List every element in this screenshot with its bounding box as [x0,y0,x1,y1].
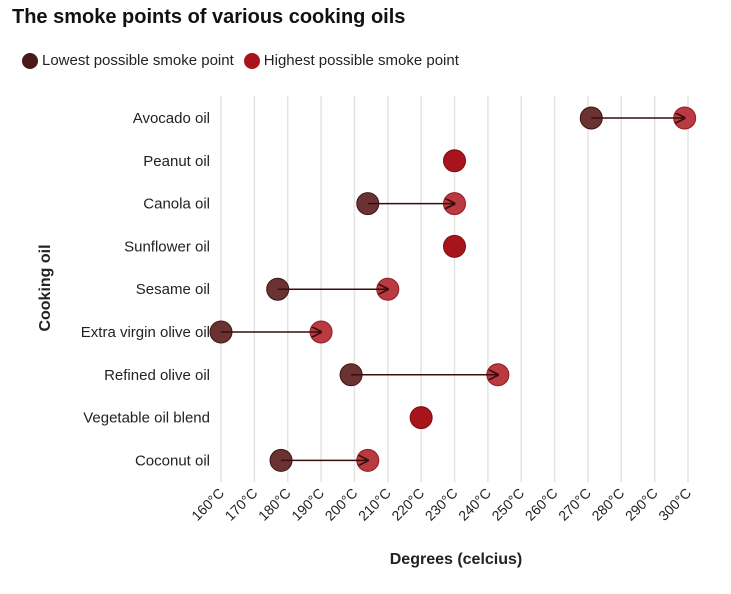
x-tick-label: 260°C [522,485,561,524]
x-axis-labels: 160°C170°C180°C190°C200°C210°C220°C230°C… [188,485,694,524]
y-axis-labels: Avocado oil Peanut oil Canola oil Sunflower… [81,110,210,469]
x-tick-label: 230°C [422,485,461,524]
legend-item-highest: Highest possible smoke point [243,52,459,69]
y-tick-label: Avocado oil [133,110,210,127]
legend-marker-lowest [22,52,38,69]
legend-item-lowest: Lowest possible smoke point [22,52,234,69]
x-tick-label: 240°C [455,485,494,524]
y-tick-label: Sunflower oil [124,238,210,255]
point-single [443,234,466,258]
y-tick-label: Coconut oil [135,452,210,469]
x-tick-label: 180°C [255,485,294,524]
x-tick-label: 200°C [322,485,361,524]
y-tick-label: Sesame oil [136,281,210,298]
data-marks [209,106,697,472]
x-tick-label: 210°C [355,485,394,524]
legend-label-highest: Highest possible smoke point [263,52,459,69]
legend: Lowest possible smoke point Highest poss… [22,52,469,69]
x-tick-label: 190°C [288,485,327,524]
y-tick-label: Extra virgin olive oil [81,324,210,341]
x-tick-label: 270°C [555,485,594,524]
x-tick-label: 250°C [488,485,527,524]
x-tick-label: 170°C [222,485,261,524]
y-tick-label: Canola oil [143,196,210,213]
chart-title: The smoke points of various cooking oils [12,6,406,28]
x-axis-title: Degrees (celcius) [390,551,523,568]
x-tick-label: 160°C [188,485,227,524]
x-tick-label: 220°C [388,485,427,524]
point-single [409,406,433,430]
legend-label-lowest: Lowest possible smoke point [42,52,234,69]
legend-marker-highest [243,52,260,69]
y-axis-title: Cooking oil [37,244,54,331]
y-tick-label: Refined olive oil [104,367,210,384]
point-single [443,149,466,173]
y-tick-label: Peanut oil [143,153,210,170]
x-tick-label: 280°C [588,485,627,524]
x-tick-label: 300°C [655,485,694,524]
y-tick-label: Vegetable oil blend [83,410,210,427]
x-tick-label: 290°C [622,485,661,524]
